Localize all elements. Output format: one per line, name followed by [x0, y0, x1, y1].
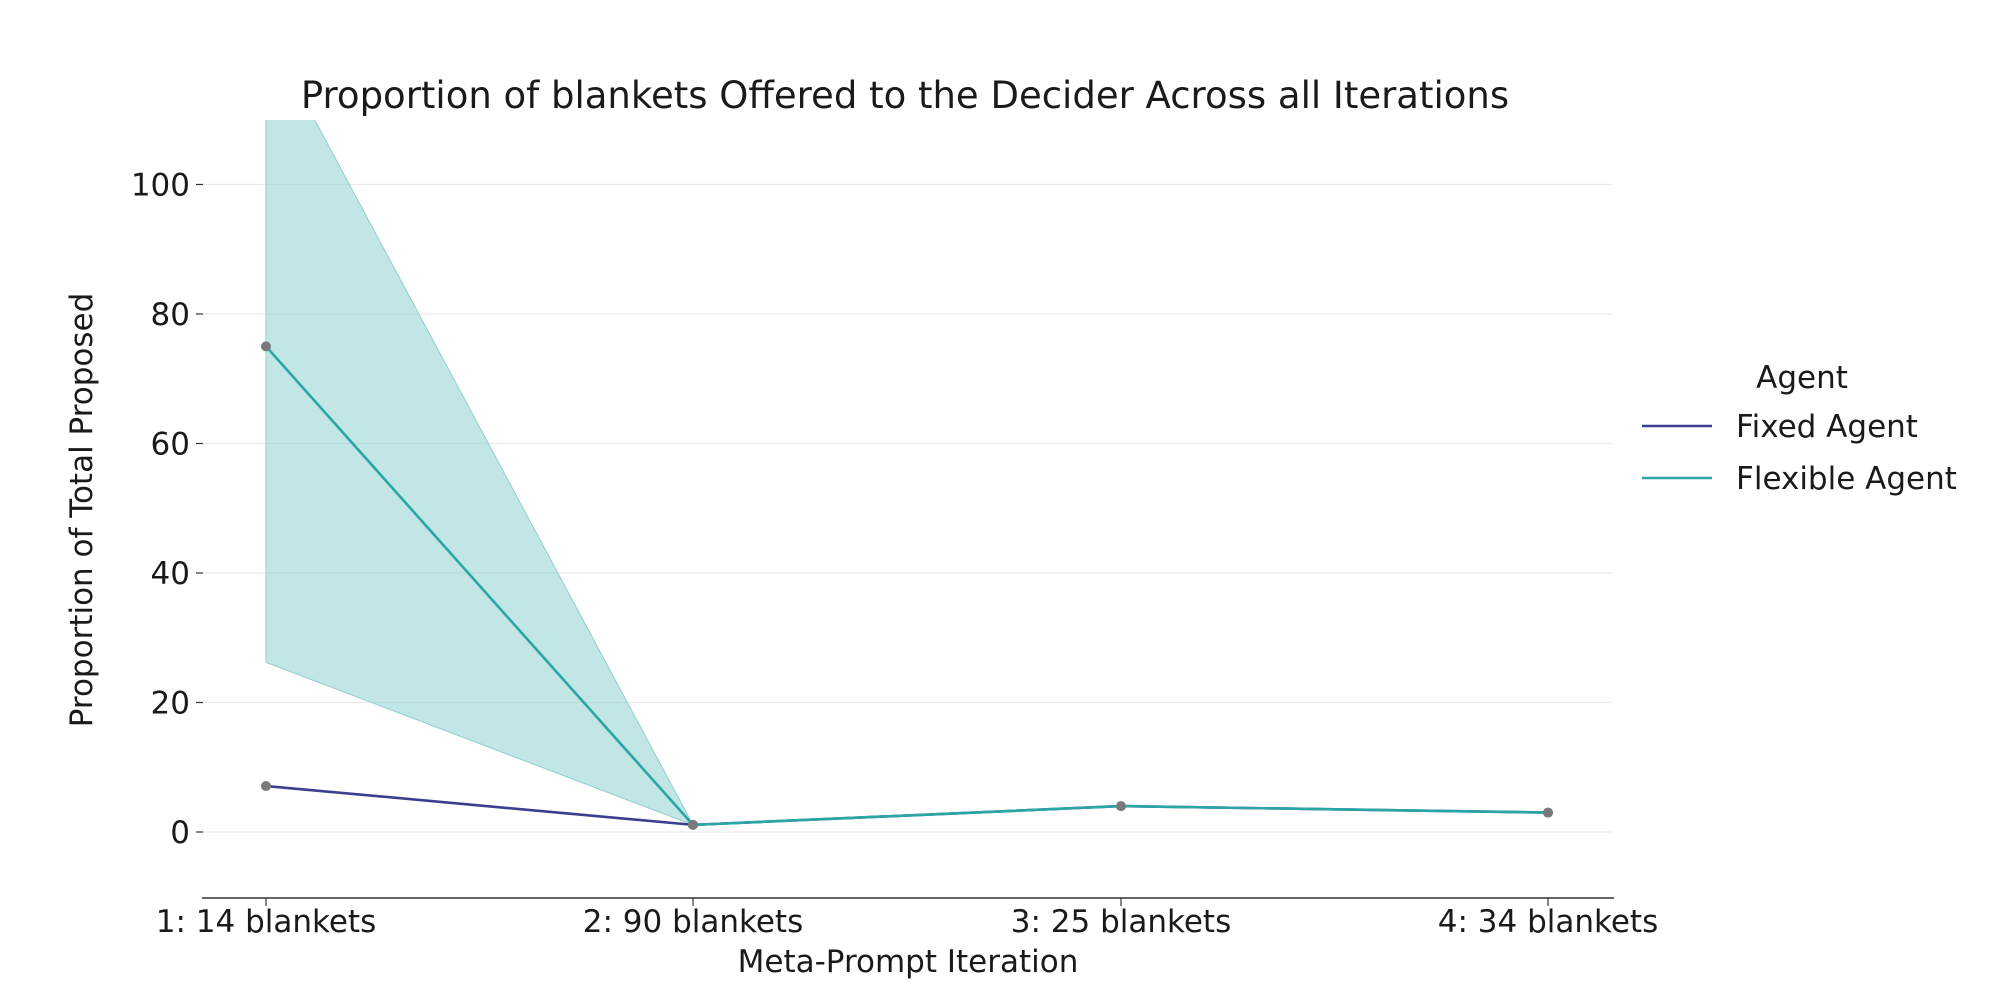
legend-label: Flexible Agent [1736, 461, 1957, 497]
data-point [688, 819, 698, 830]
series-line [265, 784, 1549, 827]
y-tick-label: 0 [170, 815, 190, 851]
series-points [261, 341, 1553, 830]
y-tick-label: 60 [151, 427, 190, 463]
x-tick-label: 2: 90 blankets [583, 904, 803, 940]
data-point [261, 781, 271, 792]
y-tick-label: 20 [151, 686, 190, 722]
chart-title: Proportion of blankets Offered to the De… [301, 74, 1509, 117]
legend-title: Agent [1756, 360, 1848, 396]
data-point [1116, 801, 1126, 812]
y-tick-label: 80 [151, 297, 190, 333]
x-axis-ticks: 1: 14 blankets 2: 90 blankets 3: 25 blanke… [156, 898, 1658, 940]
series-line [265, 345, 1549, 827]
y-tick-label: 40 [151, 556, 190, 592]
y-tick-label: 100 [131, 168, 190, 204]
y-axis-label: Proportion of Total Proposed [64, 293, 100, 728]
confidence-band [265, 120, 1549, 826]
confidence-bands [265, 120, 1549, 826]
data-point [1543, 807, 1553, 818]
legend: Agent Fixed Agent Flexible Agent [1642, 360, 1957, 497]
x-tick-label: 1: 14 blankets [156, 904, 376, 940]
x-tick-label: 3: 25 blankets [1011, 904, 1231, 940]
series-lines [265, 345, 1549, 827]
x-tick-label: 4: 34 blankets [1438, 904, 1658, 940]
legend-label: Fixed Agent [1736, 409, 1918, 445]
y-axis-ticks: 0 20 40 60 80 100 [131, 168, 203, 851]
data-point [261, 341, 271, 352]
x-axis-label: Meta-Prompt Iteration [738, 944, 1079, 980]
